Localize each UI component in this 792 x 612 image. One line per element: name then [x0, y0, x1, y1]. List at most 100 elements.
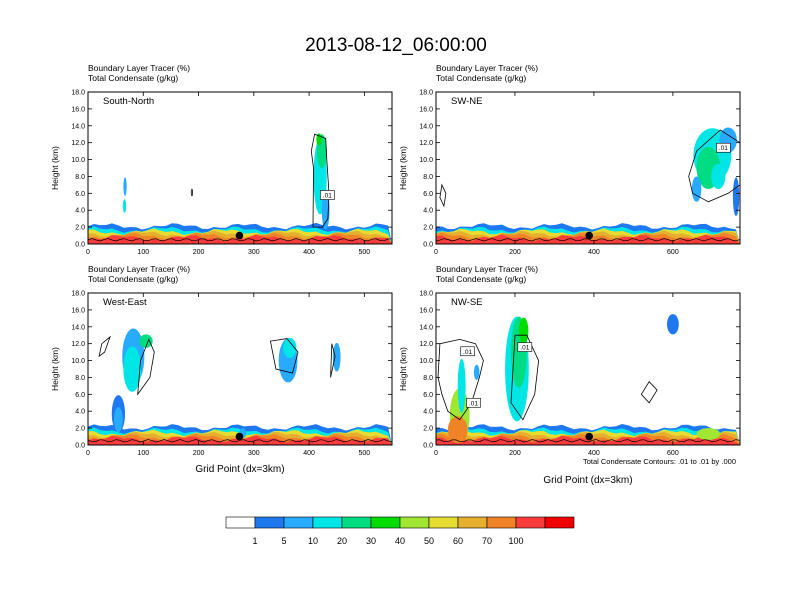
y-tick-label: 12.0 [419, 341, 433, 348]
y-tick-label: 12.0 [71, 341, 85, 348]
condensate-contour [98, 335, 111, 358]
colorbar-swatch [515, 516, 546, 529]
x-tick-label: 0 [86, 249, 90, 256]
plot-frame [87, 91, 393, 245]
panel-header-line2: Total Condensate (g/kg) [436, 274, 526, 284]
y-tick-label: 0.0 [423, 242, 433, 249]
colorbar-swatch [399, 516, 430, 529]
tracer-blob [113, 407, 123, 433]
condensate-contour [640, 381, 658, 404]
contour-note: Total Condensate Contours: .01 to .01 by… [583, 457, 736, 466]
panel-west-east: Boundary Layer Tracer (%)Total Condensat… [50, 264, 393, 457]
tracer-blob [691, 176, 702, 202]
x-tick-label: 200 [193, 450, 205, 457]
y-tick-label: 6.0 [423, 191, 433, 198]
condensate-contour [688, 129, 740, 203]
x-tick-label: 300 [248, 249, 260, 256]
condensate-contour [510, 334, 540, 421]
x-tick-label: 400 [588, 450, 600, 457]
condensate-contour [190, 188, 193, 197]
x-tick-label: 400 [588, 249, 600, 256]
y-tick-label: 16.0 [71, 106, 85, 113]
y-tick-label: 6.0 [423, 392, 433, 399]
contour-label: .01 [323, 193, 332, 200]
y-axis-label: Height (km) [50, 146, 60, 190]
contour-label: .01 [469, 400, 478, 407]
y-axis-label: Height (km) [398, 146, 408, 190]
y-tick-label: 14.0 [419, 123, 433, 130]
tracer-band [88, 234, 392, 244]
y-tick-label: 4.0 [75, 208, 85, 215]
x-tick-label: 0 [434, 249, 438, 256]
location-marker [235, 231, 244, 240]
main-title: 2013-08-12_06:00:00 [305, 35, 487, 56]
plot-frame [435, 292, 741, 446]
plot-area: .01 .01 .01 [436, 293, 740, 445]
x-tick-label: 600 [667, 249, 679, 256]
location-marker [585, 231, 593, 240]
y-tick-label: 4.0 [423, 208, 433, 215]
plot-background [436, 293, 740, 445]
tracer-blob [518, 317, 529, 345]
contour-label-box [466, 397, 481, 408]
x-tick-label: 0 [86, 450, 90, 457]
surface-contour [88, 238, 392, 242]
panel-nw-se: Boundary Layer Tracer (%)Total Condensat… [398, 264, 741, 457]
tracer-blob [696, 428, 721, 440]
y-tick-label: 14.0 [71, 123, 85, 130]
tracer-blob [447, 416, 468, 444]
contour-label-box [716, 142, 731, 153]
location-marker [235, 432, 244, 441]
colorbar-label: 100 [508, 536, 523, 546]
y-tick-label: 8.0 [75, 375, 85, 382]
y-tick-label: 4.0 [75, 409, 85, 416]
contour-label-box [460, 346, 475, 357]
tracer-blob [473, 364, 480, 380]
y-tick-label: 0.0 [423, 443, 433, 450]
x-tick-label: 500 [359, 450, 371, 457]
contour-label-box [517, 342, 533, 352]
colorbar-swatch [312, 516, 343, 529]
panel-label: South-North [103, 96, 154, 107]
y-tick-label: 6.0 [75, 191, 85, 198]
condensate-contour [310, 133, 330, 228]
plot-area: .01 [88, 92, 392, 244]
colorbar-swatch [370, 516, 401, 529]
colorbar-label: 5 [281, 536, 286, 546]
y-tick-label: 14.0 [419, 324, 433, 331]
tracer-blob [283, 337, 297, 359]
condensate-contour [439, 183, 447, 208]
contour-label: .01 [719, 145, 728, 152]
x-tick-label: 300 [248, 450, 260, 457]
y-tick-label: 14.0 [71, 324, 85, 331]
y-tick-label: 2.0 [423, 426, 433, 433]
panel-header-line1: Boundary Layer Tracer (%) [88, 63, 190, 73]
y-tick-label: 8.0 [423, 375, 433, 382]
y-tick-label: 2.0 [423, 225, 433, 232]
colorbar-label: 20 [337, 536, 347, 546]
condensate-contour [437, 338, 484, 421]
tracer-blob [321, 190, 330, 230]
x-tick-label: 600 [667, 450, 679, 457]
y-tick-label: 4.0 [423, 409, 433, 416]
y-tick-label: 0.0 [75, 443, 85, 450]
plot-area: .01 [436, 92, 740, 244]
panel-header-line1: Boundary Layer Tracer (%) [436, 264, 538, 274]
colorbar-label: 70 [482, 536, 492, 546]
colorbar-label: 50 [424, 536, 434, 546]
y-tick-label: 10.0 [71, 358, 85, 365]
y-tick-label: 12.0 [71, 140, 85, 147]
panel-south-north: Boundary Layer Tracer (%)Total Condensat… [50, 63, 393, 256]
condensate-contour [269, 338, 299, 374]
panel-label: NW-SE [451, 297, 483, 308]
y-tick-label: 2.0 [75, 225, 85, 232]
x-tick-label: 400 [303, 249, 315, 256]
plot-area [88, 293, 392, 445]
colorbar-swatch [225, 516, 256, 529]
panels-group: Boundary Layer Tracer (%)Total Condensat… [50, 63, 741, 457]
y-tick-label: 18.0 [71, 90, 85, 97]
panel-sw-ne: Boundary Layer Tracer (%)Total Condensat… [398, 63, 741, 256]
x-tick-label: 500 [359, 249, 371, 256]
colorbar-label: 30 [366, 536, 376, 546]
tracer-blob [123, 177, 127, 196]
